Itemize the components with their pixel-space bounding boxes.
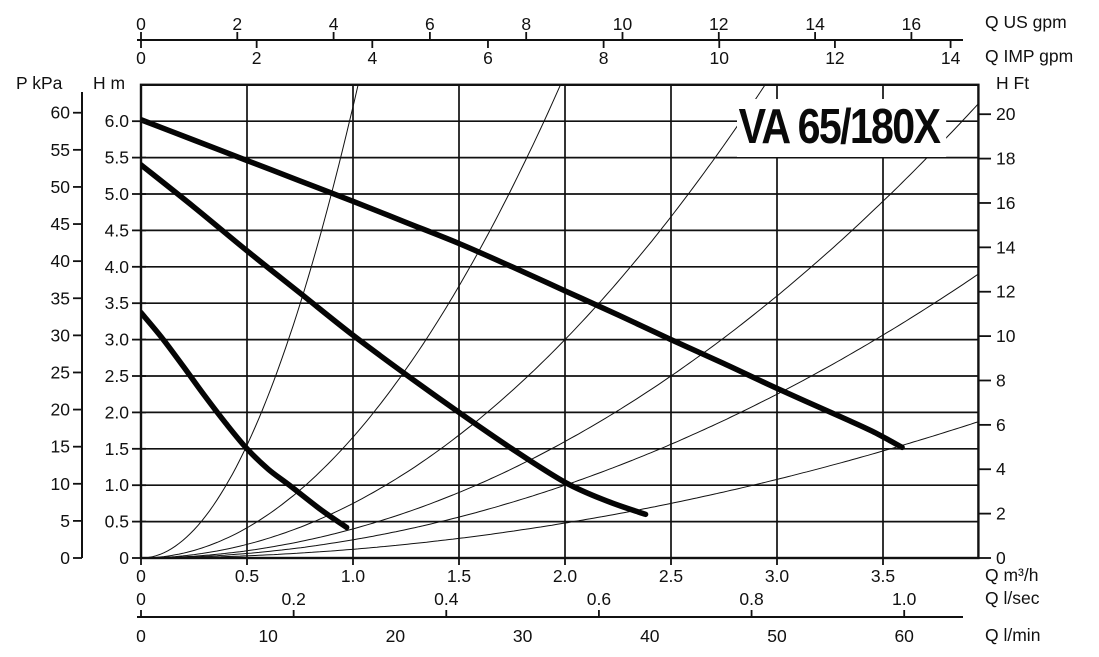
system-curve [141, 84, 359, 559]
system-curve [141, 421, 979, 559]
tick-label: 12 [825, 48, 844, 68]
tick-label: 8 [996, 370, 1006, 390]
tick-label: 1.5 [105, 439, 129, 459]
tick-label: 2.0 [553, 566, 578, 586]
system-curve [141, 84, 766, 559]
tick-label: 3.5 [105, 293, 129, 313]
tick-label: 5 [60, 511, 70, 531]
system-curve [141, 273, 979, 559]
system-curves [141, 84, 979, 559]
tick-label: 2 [232, 14, 242, 34]
tick-label: 3.0 [105, 330, 130, 350]
tick-label: 4.5 [105, 220, 129, 240]
axis-label-head-ft: H Ft [996, 73, 1030, 93]
tick-label: 4 [367, 48, 377, 68]
tick-label: 0.4 [434, 589, 459, 609]
pump-curve-speed-2-mid [141, 162, 649, 518]
tick-label: 0 [136, 589, 146, 609]
tick-label: 0.5 [235, 566, 259, 586]
tick-label: 16 [996, 193, 1015, 213]
pump-curve-speed-1-min [141, 309, 350, 531]
tick-label: 0 [119, 548, 129, 568]
tick-label: 2.5 [105, 366, 129, 386]
tick-label: 2 [996, 504, 1006, 524]
system-curve [141, 103, 979, 559]
tick-label: 14 [805, 14, 825, 34]
tick-label: 8 [521, 14, 531, 34]
tick-label: 40 [51, 251, 71, 271]
tick-label: 40 [640, 626, 660, 646]
tick-label: 0 [60, 548, 70, 568]
axis-label-m3h: Q m³/h [985, 565, 1039, 585]
axis-label-lmin: Q l/min [985, 625, 1041, 645]
tick-label: 10 [613, 14, 633, 34]
tick-label: 3.0 [765, 566, 790, 586]
tick-label: 14 [996, 237, 1016, 257]
plot-frame [139, 83, 980, 560]
tick-label: 0 [996, 548, 1006, 568]
pump-curve-speed-3-max [141, 116, 905, 451]
tick-label: 6.0 [105, 111, 130, 131]
tick-label: 2.0 [105, 402, 130, 422]
axis-label-us-gpm: Q US gpm [985, 12, 1067, 32]
tick-label: 0.6 [587, 589, 611, 609]
tick-label: 30 [513, 626, 533, 646]
axis-label-lsec: Q l/sec [985, 588, 1040, 608]
tick-label: 15 [51, 437, 70, 457]
tick-label: 0 [136, 48, 146, 68]
tick-label: 12 [709, 14, 728, 34]
axis-label-pressure-kpa: P kPa [16, 73, 63, 93]
tick-label: 1.0 [892, 589, 917, 609]
tick-label: 0.2 [281, 589, 305, 609]
tick-label: 10 [996, 326, 1016, 346]
tick-label: 12 [996, 282, 1015, 302]
tick-label: 6 [425, 14, 435, 34]
tick-label: 50 [767, 626, 787, 646]
tick-label: 45 [51, 214, 70, 234]
tick-label: 60 [894, 626, 914, 646]
tick-label: 20 [386, 626, 406, 646]
tick-label: 10 [258, 626, 278, 646]
tick-label: 5.0 [105, 184, 130, 204]
axis-lines [73, 32, 991, 618]
tick-label: 6 [483, 48, 493, 68]
tick-label: 4 [996, 459, 1006, 479]
tick-label: 2.5 [659, 566, 683, 586]
tick-label: 60 [51, 103, 71, 123]
tick-label: 50 [51, 177, 71, 197]
tick-label: 1.0 [105, 475, 130, 495]
tick-label: 0 [136, 626, 146, 646]
tick-label: 0.8 [739, 589, 763, 609]
tick-label: 3.5 [871, 566, 895, 586]
system-curve [141, 84, 562, 559]
tick-label: 2 [252, 48, 262, 68]
tick-label: 20 [996, 104, 1016, 124]
tick-label: 30 [51, 325, 71, 345]
tick-label: 4.0 [105, 257, 130, 277]
tick-label: 16 [902, 14, 921, 34]
tick-label: 6 [996, 415, 1006, 435]
tick-label: 35 [51, 288, 70, 308]
tick-label: 25 [51, 362, 70, 382]
tick-label: 0.5 [105, 512, 129, 532]
axis-label-imp-gpm: Q IMP gpm [985, 46, 1074, 66]
tick-label: 20 [51, 400, 71, 420]
tick-label: 5.5 [105, 148, 129, 168]
tick-label: 0 [136, 566, 146, 586]
tick-label: 14 [941, 48, 961, 68]
pump-curves [141, 116, 905, 531]
tick-label: 4 [329, 14, 339, 34]
tick-label: 1.5 [447, 566, 471, 586]
chart-title: VA 65/180X [737, 99, 946, 157]
tick-label: 10 [710, 48, 730, 68]
tick-label: 8 [599, 48, 609, 68]
tick-label: 0 [136, 14, 146, 34]
tick-label: 18 [996, 149, 1015, 169]
axis-label-head-m: H m [93, 73, 126, 93]
tick-label: 1.0 [341, 566, 366, 586]
tick-label: 10 [51, 474, 71, 494]
tick-label: 55 [51, 140, 70, 160]
